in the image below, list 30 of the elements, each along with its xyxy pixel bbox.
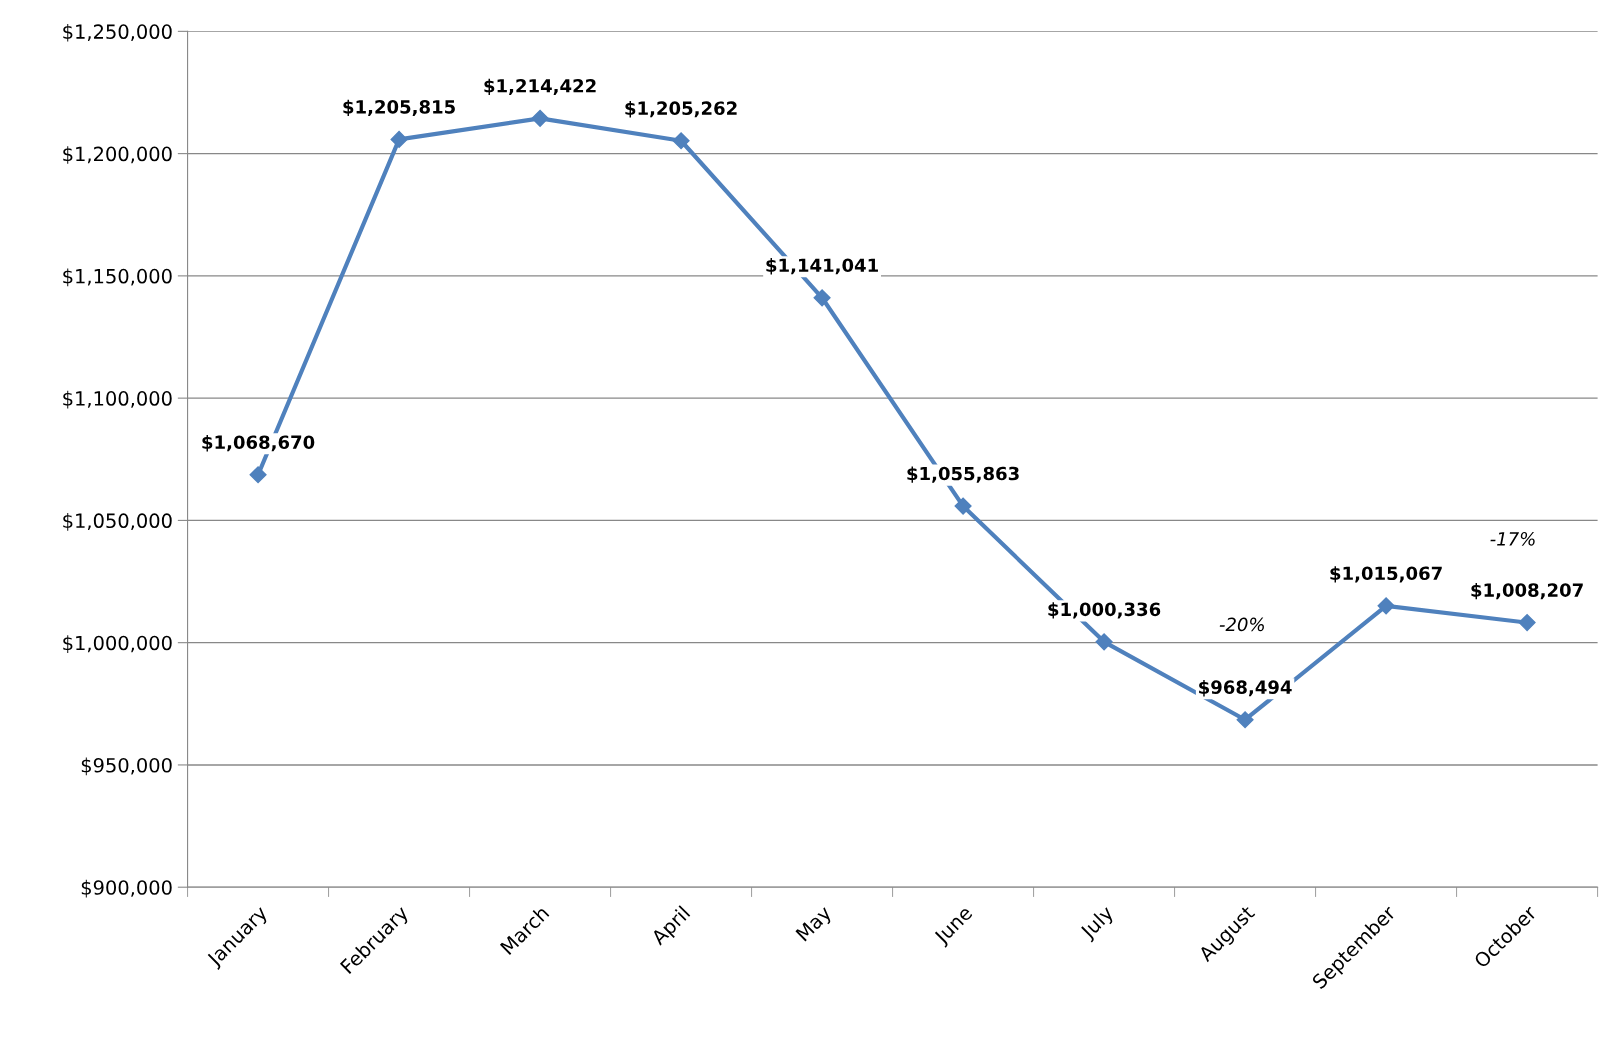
y-tick-label: $1,050,000: [63, 513, 172, 531]
text: $1,008,207: [1471, 582, 1583, 600]
point: [954, 497, 972, 515]
text: $1,205,262: [625, 101, 737, 118]
y-tick-label: $950,000: [81, 757, 172, 776]
point: [249, 466, 267, 484]
point: [672, 132, 690, 150]
y-tick-label: $1,150,000: [63, 268, 172, 287]
point: [813, 289, 831, 307]
y-tick-label: $900,000: [81, 879, 172, 898]
y-tick-label: $1,250,000: [63, 23, 172, 42]
text: $968,494: [1199, 680, 1292, 697]
annotation: -20%: [1219, 617, 1264, 632]
point: [1236, 711, 1254, 729]
text: $1,000,336: [1048, 602, 1161, 619]
text: $1,068,670: [202, 435, 315, 452]
text: $1,214,422: [484, 78, 596, 96]
text: $1,015,067: [1330, 566, 1442, 583]
y-tick-label: $1,000,000: [63, 635, 172, 653]
point: [390, 130, 408, 148]
point: [1377, 597, 1395, 615]
text: $1,055,863: [907, 466, 1019, 483]
point: [531, 109, 549, 127]
text: $1,141,041: [766, 258, 878, 275]
y-tick-label: $1,100,000: [63, 390, 172, 409]
annotation: -17%: [1490, 531, 1535, 546]
text: $1,205,815: [343, 99, 455, 117]
y-tick-label: $1,200,000: [63, 146, 172, 164]
point: [1518, 614, 1536, 632]
point: [1095, 633, 1113, 651]
